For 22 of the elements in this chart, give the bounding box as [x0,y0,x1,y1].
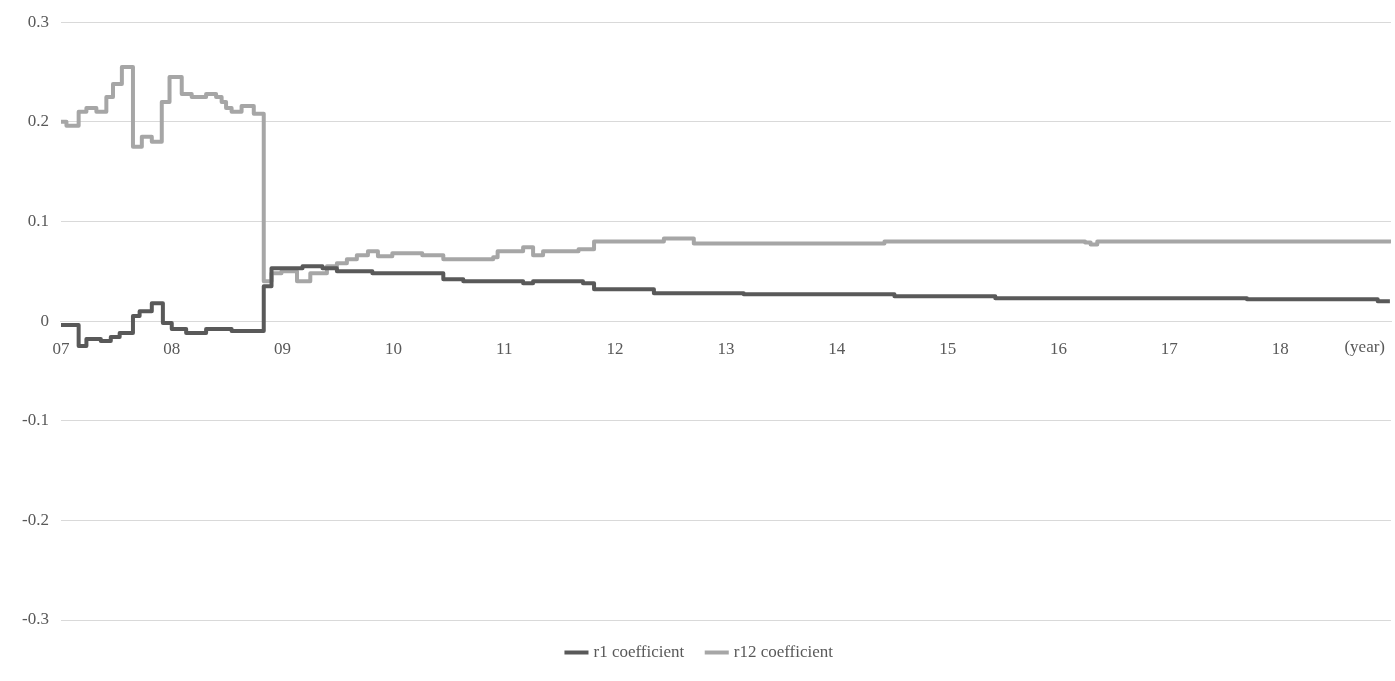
x-tick-label: 09 [274,338,292,358]
y-tick-label: -0.1 [21,410,49,430]
y-tick-label: 0.3 [27,11,49,31]
y-tick-label: -0.2 [21,509,49,529]
y-tick-label: -0.3 [21,609,49,629]
x-axis-title: (year) [1344,337,1385,357]
y-tick-label: 0.2 [27,111,49,131]
y-tick-label: 0 [40,310,49,330]
x-tick-label: 18 [1271,338,1289,358]
x-tick-label: 11 [496,338,513,358]
legend-label: r1 coefficient [593,641,685,661]
x-tick-label: 15 [939,338,957,358]
legend-label: r12 coefficient [733,641,834,661]
x-tick-label: 16 [1049,338,1067,358]
x-tick-label: 17 [1160,338,1179,358]
x-tick-label: 12 [606,338,624,358]
x-tick-label: 14 [828,338,846,358]
x-tick-label: 13 [717,338,735,358]
x-tick-label: 08 [163,338,181,358]
x-tick-label: 07 [52,338,70,358]
x-tick-label: 10 [384,338,402,358]
y-tick-label: 0.1 [27,210,49,230]
